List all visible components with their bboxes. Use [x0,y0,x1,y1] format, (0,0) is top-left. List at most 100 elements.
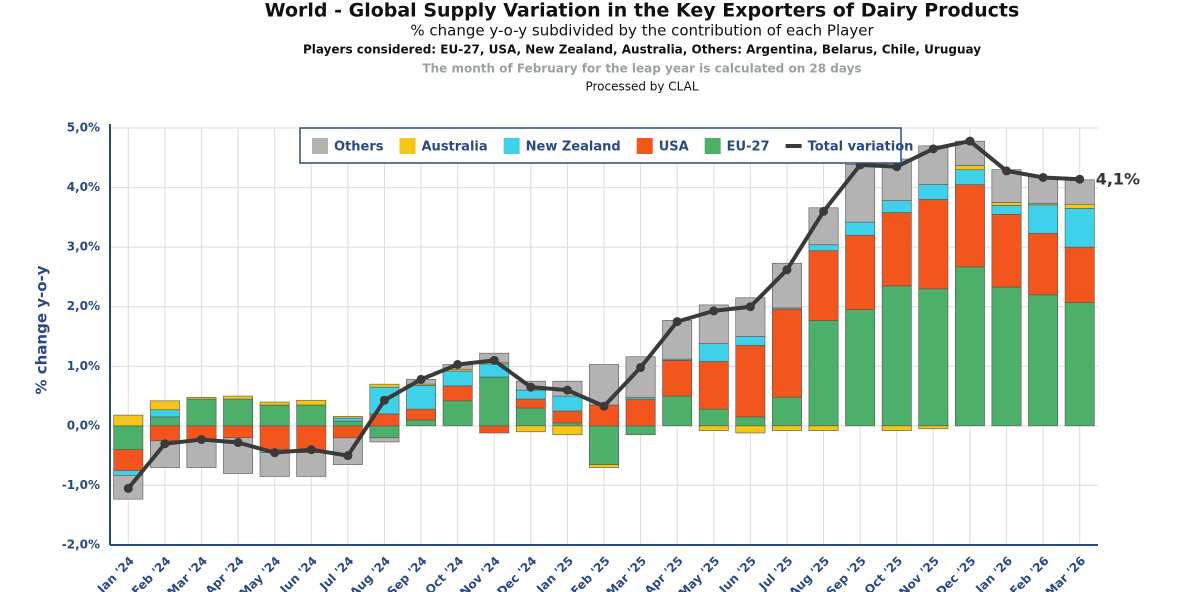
players-note: Players considered: EU-27, USA, New Zeal… [303,43,981,57]
bar-segment [406,385,436,410]
y-tick-label: -2,0% [62,538,100,552]
bar-segment [332,420,363,427]
bar-segment [625,425,656,436]
bar-segment [845,221,876,236]
bar-segment [662,360,693,397]
x-tick-label: Jun '24 [277,554,320,592]
x-tick-label: Mar '26 [1043,554,1089,592]
bar-segment [1028,204,1059,234]
total-point [196,435,206,445]
bar-segment [552,422,583,427]
source: Processed by CLAL [585,80,698,94]
total-point [892,162,902,172]
y-tick-label: 3,0% [67,240,100,254]
bar-segment [1064,208,1095,248]
bar-segment [515,407,546,427]
bar-segment [954,184,985,268]
bar-segment [259,401,290,406]
legend-label: Australia [422,140,488,155]
value-label: 4,1% [1096,170,1140,189]
bar-segment [515,425,546,433]
x-tick-label: Dec '25 [933,554,978,592]
bar-segment [369,425,400,439]
bar-segment [735,345,766,418]
bar-segment [881,285,912,427]
total-point [489,355,499,365]
bar-segment [735,425,766,434]
bar-segment [772,396,802,427]
total-point [233,438,243,448]
bar-segment [589,364,619,406]
bar-segment [369,383,400,388]
bar-segment [223,398,254,427]
bar-segment [149,400,180,411]
bar-segment [332,416,363,419]
bar-segment [149,425,180,442]
bar-segment [442,370,473,387]
total-point [1002,166,1012,176]
bar-segment [369,437,400,443]
bar-segment [625,398,656,427]
chart-title: World - Global Supply Variation in the K… [265,0,1020,22]
bar-segment [406,408,436,421]
total-point [123,483,133,493]
bar-segment [881,200,912,213]
y-tick-label: -1,0% [62,478,100,492]
bar-segment [1064,246,1095,303]
bar-segment [845,234,876,310]
bar-segment [113,425,144,450]
legend-swatch [704,138,721,154]
bar-segment [259,404,290,427]
bar-segment [1064,203,1095,209]
bar-segment [149,409,180,418]
bar-segment [589,425,619,465]
bar-segment [223,425,254,439]
bar-segment [662,320,693,360]
total-point [562,385,572,395]
bar-segment [442,400,473,427]
total-point [782,265,792,275]
total-point [160,439,170,449]
bar-segment [735,416,766,427]
y-axis-label: % change y-o-y [33,265,51,394]
bar-segment [881,212,912,287]
legend: Others Australia New Zealand USA EU-27 Total … [299,127,913,164]
bar-segment [918,199,949,290]
bar-segment [442,385,473,402]
bar-segment [1064,302,1095,427]
bar-segment [296,399,327,406]
bar-segment [515,398,546,409]
bar-segment [698,361,729,410]
total-point [709,306,719,316]
legend-label: Others [334,140,384,155]
bar-segment [1028,233,1059,296]
bar-segment [479,425,510,434]
bar-segment [881,425,912,431]
bar-segment [918,425,949,430]
bar-segment [954,266,985,427]
bar-segment [808,425,839,431]
bar-segment [772,262,802,309]
bar-segment [479,376,510,427]
total-point [1038,172,1048,182]
bar-segment [845,309,876,427]
total-point [636,362,646,372]
y-tick-label: 1,0% [67,359,100,373]
bar-segment [991,202,1022,206]
legend-label: EU-27 [727,140,770,155]
bar-segment [296,404,327,427]
total-point [526,382,536,392]
bar-segment [296,452,327,477]
legend-swatch [503,138,520,154]
bar-segment [698,425,729,431]
x-tick-label: Jun '25 [716,554,759,592]
bar-segment [149,416,180,427]
bar-segment [113,449,144,471]
bar-segment [332,417,363,422]
bar-segment [186,398,217,427]
bar-segment [698,408,729,427]
total-point [599,401,609,411]
total-point [379,395,389,405]
legend-swatch [636,138,653,154]
